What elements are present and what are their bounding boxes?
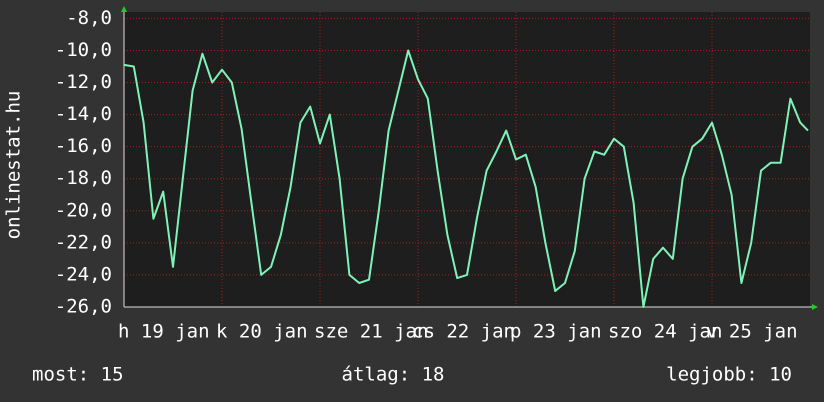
x-tick-label: v 25 jan <box>706 321 798 343</box>
y-tick-label: -14,0 <box>55 103 112 125</box>
x-tick-label: p 23 jan <box>510 321 602 343</box>
best-value: legjobb: 10 <box>666 364 792 386</box>
y-tick-label: -8,0 <box>66 7 112 29</box>
y-arrow <box>121 6 127 12</box>
y-tick-label: -10,0 <box>55 39 112 61</box>
data-line <box>123 49 809 308</box>
y-tick-label: -22,0 <box>55 231 112 253</box>
y-axis-label: onlinestat.hu <box>3 91 25 240</box>
current-value: most: 15 <box>32 364 124 386</box>
y-tick-label: -18,0 <box>55 167 112 189</box>
y-tick-label: -12,0 <box>55 71 112 93</box>
y-tick-label: -16,0 <box>55 135 112 157</box>
x-tick-label: sze 21 jan <box>314 321 428 343</box>
x-tick-label: szo 24 jan <box>608 321 722 343</box>
x-tick-label: k 20 jan <box>216 321 308 343</box>
y-tick-label: -24,0 <box>55 263 112 285</box>
y-tick-label: -20,0 <box>55 199 112 221</box>
x-tick-label: h 19 jan <box>118 321 210 343</box>
x-arrow <box>812 304 818 310</box>
y-tick-label: -26,0 <box>55 296 112 318</box>
average-value: átlag: 18 <box>342 364 445 386</box>
x-tick-label: cs 22 jan <box>412 321 515 343</box>
plot-area <box>124 12 810 307</box>
